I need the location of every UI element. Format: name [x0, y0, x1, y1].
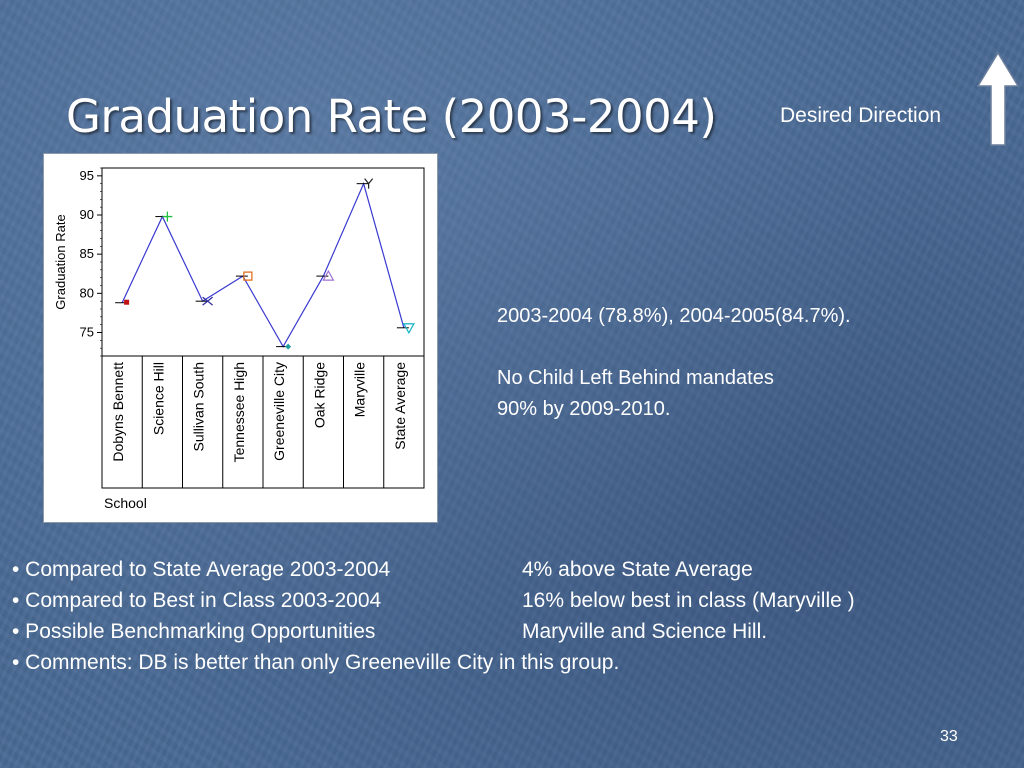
bullet-item: • Possible Benchmarking Opportunities Mar…	[12, 616, 855, 647]
summary-line-nclb: No Child Left Behind mandates	[497, 367, 774, 389]
page-number: 33	[940, 728, 958, 745]
desired-direction-label: Desired Direction	[780, 104, 942, 127]
y-axis-label: Graduation Rate	[53, 214, 68, 309]
x-axis-label: School	[104, 495, 147, 511]
series-line	[121, 181, 405, 348]
category-label: Maryville	[352, 362, 368, 417]
data-point	[202, 296, 214, 306]
category-label: Science Hill	[150, 362, 166, 435]
graduation-rate-chart: 75 80 85 90 95 Graduation Rate School Dobyns Be…	[43, 153, 438, 523]
data-point	[285, 343, 292, 350]
bullet-item: • Comments: DB is better than only Green…	[12, 647, 855, 678]
summary-line-rates: 2003-2004 (78.8%), 2004-2005(84.7%).	[497, 305, 851, 327]
data-point	[124, 299, 130, 305]
summary-line-target: 90% by 2009-2010.	[497, 398, 671, 420]
category-label: Greeneville City	[271, 362, 287, 461]
y-tick-label: 90	[80, 207, 94, 222]
bullet-list: • Compared to State Average 2003-2004 4% …	[12, 554, 855, 678]
data-point	[364, 178, 374, 189]
data-point	[402, 323, 415, 335]
category-label: Tennessee High	[231, 362, 247, 462]
bullet-label: • Comments: DB is better than only Green…	[12, 651, 620, 674]
bullet-label: • Compared to Best in Class 2003-2004	[12, 589, 382, 612]
summary-text: 2003-2004 (78.8%), 2004-2005(84.7%). No …	[497, 301, 851, 425]
y-tick-label: 85	[80, 246, 94, 261]
y-tick-label: 95	[80, 168, 94, 183]
data-point	[243, 271, 253, 281]
bullet-value: 4% above State Average	[522, 558, 753, 581]
bullet-label: • Compared to State Average 2003-2004	[12, 558, 391, 581]
bullet-item: • Compared to State Average 2003-2004 4% …	[12, 554, 855, 585]
up-arrow-icon	[976, 51, 1020, 146]
category-label: Oak Ridge	[311, 362, 327, 428]
data-point	[162, 211, 173, 222]
bullet-value: Maryville and Science Hill.	[522, 620, 768, 643]
y-tick-label: 80	[80, 285, 94, 300]
bullet-value: 16% below best in class (Maryville )	[522, 589, 855, 612]
data-point	[322, 269, 335, 281]
slide-title: Graduation Rate (2003-2004)	[66, 90, 717, 143]
category-label: Dobyns Bennett	[110, 362, 126, 462]
category-label: Sullivan South	[191, 362, 207, 452]
y-tick-label: 75	[80, 325, 94, 340]
bullet-label: • Possible Benchmarking Opportunities	[12, 620, 376, 643]
chart-canvas: 75 80 85 90 95 Graduation Rate School Dobyns Be…	[53, 167, 425, 511]
bullet-item: • Compared to Best in Class 2003-2004 16%…	[12, 585, 855, 616]
category-label: State Average	[392, 362, 408, 450]
